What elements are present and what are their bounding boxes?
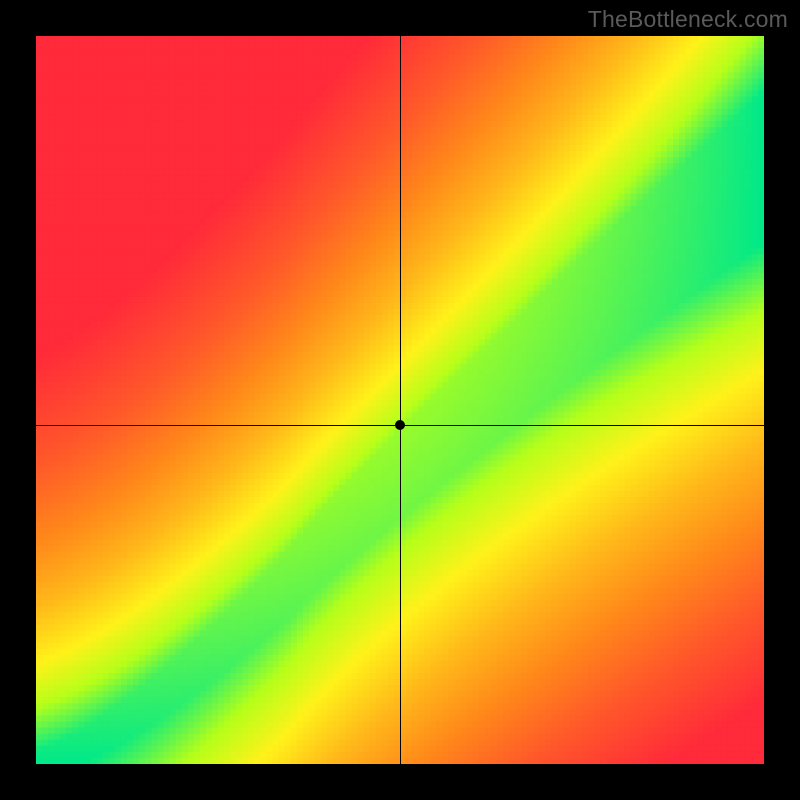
watermark-text: TheBottleneck.com [588, 6, 788, 33]
crosshair-marker [395, 420, 405, 430]
heatmap-frame [36, 36, 764, 764]
crosshair-vertical [400, 36, 401, 764]
chart-container: TheBottleneck.com [0, 0, 800, 800]
